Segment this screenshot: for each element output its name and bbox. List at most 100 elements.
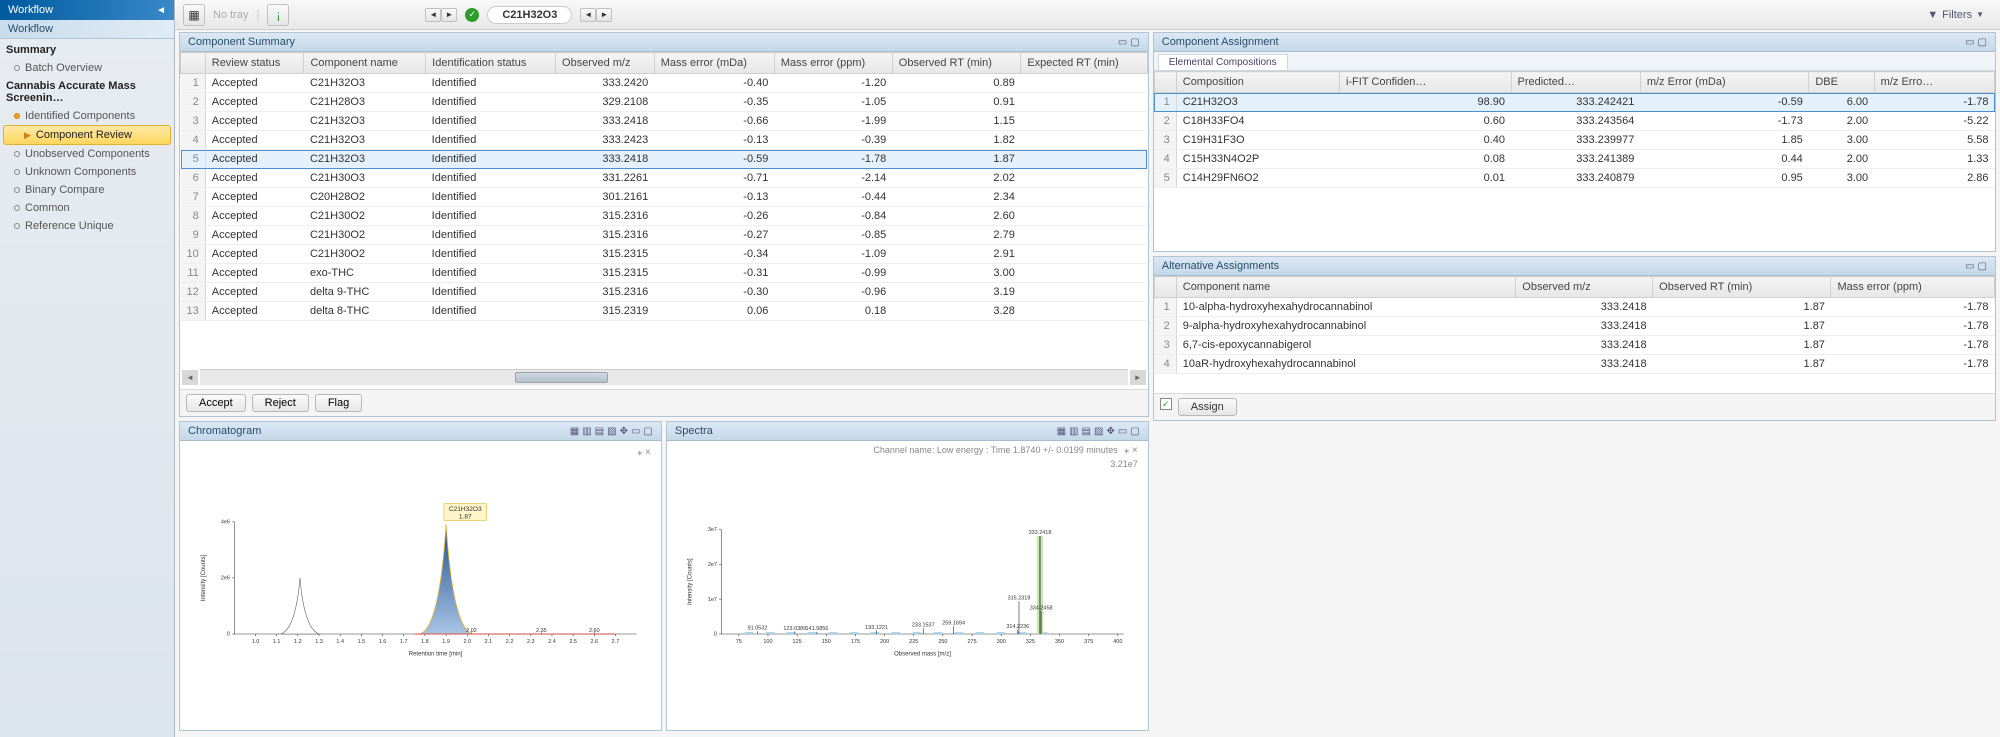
- chromatogram-chart[interactable]: ⁎ × 02e64e61.01.11.21.31.41.51.61.71.81.…: [180, 441, 661, 730]
- table-row[interactable]: 11Acceptedexo-THCIdentified315.2315-0.31…: [181, 264, 1148, 283]
- assign-button[interactable]: Assign: [1178, 398, 1237, 416]
- sidebar-item[interactable]: ▶Component Review: [3, 125, 171, 145]
- maximize-icon[interactable]: ▢: [1130, 426, 1139, 437]
- table-row[interactable]: 10AcceptedC21H30O2Identified315.2315-0.3…: [181, 245, 1148, 264]
- maximize-icon[interactable]: ▢: [643, 426, 652, 437]
- column-header[interactable]: m/z Erro…: [1874, 72, 1994, 93]
- layers-icon[interactable]: ▨: [1094, 426, 1103, 437]
- minimize-icon[interactable]: ▭: [1118, 426, 1127, 437]
- table-row[interactable]: 8AcceptedC21H30O2Identified315.2316-0.26…: [181, 207, 1148, 226]
- sidebar-item[interactable]: Unobserved Components: [0, 145, 174, 163]
- column-header[interactable]: Mass error (ppm): [1831, 277, 1995, 298]
- table-row[interactable]: 12Accepteddelta 9-THCIdentified315.2316-…: [181, 283, 1148, 302]
- maximize-icon[interactable]: ▢: [1978, 37, 1987, 48]
- next-button[interactable]: ►: [441, 8, 457, 22]
- minimize-icon[interactable]: ▭: [1965, 37, 1974, 48]
- table-row[interactable]: 36,7-cis-epoxycannabigerol333.24181.87-1…: [1154, 336, 1994, 355]
- sidebar-item[interactable]: Reference Unique: [0, 217, 174, 235]
- bar-icon[interactable]: ▤: [595, 426, 604, 437]
- sidebar-item[interactable]: Unknown Components: [0, 163, 174, 181]
- maximize-icon[interactable]: ▢: [1130, 37, 1139, 48]
- accept-button[interactable]: Accept: [186, 394, 246, 412]
- minimize-icon[interactable]: ▭: [631, 426, 640, 437]
- column-header[interactable]: Mass error (mDa): [654, 53, 774, 74]
- info-icon[interactable]: ¡: [267, 4, 289, 26]
- status-pill[interactable]: C21H32O3: [487, 6, 572, 24]
- column-header[interactable]: m/z Error (mDa): [1640, 72, 1808, 93]
- table-row[interactable]: 1AcceptedC21H32O3Identified333.2420-0.40…: [181, 74, 1148, 93]
- column-header[interactable]: i-FIT Confiden…: [1339, 72, 1511, 93]
- table-row[interactable]: 110-alpha-hydroxyhexahydrocannabinol333.…: [1154, 298, 1994, 317]
- spectra-chart[interactable]: Channel name: Low energy : Time 1.8740 +…: [667, 441, 1148, 730]
- drag-icon[interactable]: ✥: [1106, 426, 1114, 437]
- scroll-left-icon[interactable]: ◄: [182, 370, 198, 385]
- column-header[interactable]: Observed m/z: [1516, 277, 1653, 298]
- reject-button[interactable]: Reject: [252, 394, 309, 412]
- table-row[interactable]: 2C18H33FO40.60333.243564-1.732.00-5.22: [1154, 112, 1994, 131]
- sidebar-item[interactable]: Common: [0, 199, 174, 217]
- maximize-icon[interactable]: ▢: [1978, 261, 1987, 272]
- prev-button[interactable]: ◄: [425, 8, 441, 22]
- column-header[interactable]: [181, 53, 206, 74]
- pin-icon[interactable]: ⁎ ×: [1124, 445, 1138, 456]
- collapse-icon[interactable]: ◄: [156, 5, 166, 16]
- tray-icon[interactable]: ▦: [183, 4, 205, 26]
- table-row[interactable]: 2AcceptedC21H28O3Identified329.2108-0.35…: [181, 93, 1148, 112]
- table-row[interactable]: 13Accepteddelta 8-THCIdentified315.23190…: [181, 302, 1148, 321]
- minimize-icon[interactable]: ▭: [1118, 37, 1127, 48]
- scroll-thumb[interactable]: [515, 372, 608, 383]
- sidebar-header[interactable]: Workflow ◄: [0, 0, 174, 20]
- table-row[interactable]: 5AcceptedC21H32O3Identified333.2418-0.59…: [181, 150, 1148, 169]
- column-header[interactable]: Predicted…: [1511, 72, 1640, 93]
- filters-button[interactable]: ▼ Filters ▼: [1919, 7, 1992, 23]
- assign-checkbox[interactable]: ✓: [1160, 398, 1172, 410]
- column-header[interactable]: Review status: [205, 53, 304, 74]
- minimize-icon[interactable]: ▭: [1965, 261, 1974, 272]
- assignment-table-wrap[interactable]: Compositioni-FIT Confiden…Predicted…m/z …: [1154, 71, 1995, 251]
- column-header[interactable]: Component name: [304, 53, 426, 74]
- chart-icon[interactable]: ▥: [582, 426, 591, 437]
- table-row[interactable]: 410aR-hydroxyhexahydrocannabinol333.2418…: [1154, 355, 1994, 374]
- column-header[interactable]: Mass error (ppm): [774, 53, 892, 74]
- sidebar-item[interactable]: Binary Compare: [0, 181, 174, 199]
- export-icon[interactable]: ▦: [570, 426, 579, 437]
- alt-table-wrap[interactable]: Component nameObserved m/zObserved RT (m…: [1154, 276, 1995, 393]
- chart-icon[interactable]: ▥: [1069, 426, 1078, 437]
- bar-icon[interactable]: ▤: [1082, 426, 1091, 437]
- column-header[interactable]: [1154, 72, 1176, 93]
- column-header[interactable]: Component name: [1176, 277, 1516, 298]
- flag-button[interactable]: Flag: [315, 394, 362, 412]
- sidebar-item[interactable]: Summary: [0, 41, 174, 59]
- pin-icon[interactable]: ⁎ ×: [637, 447, 651, 458]
- table-row[interactable]: 3AcceptedC21H32O3Identified333.2418-0.66…: [181, 112, 1148, 131]
- column-header[interactable]: Observed RT (min): [892, 53, 1021, 74]
- table-row[interactable]: 6AcceptedC21H30O3Identified331.2261-0.71…: [181, 169, 1148, 188]
- next-button-2[interactable]: ►: [596, 8, 612, 22]
- table-row[interactable]: 9AcceptedC21H30O2Identified315.2316-0.27…: [181, 226, 1148, 245]
- column-header[interactable]: Composition: [1176, 72, 1339, 93]
- table-row[interactable]: 1C21H32O398.90333.242421-0.596.00-1.78: [1154, 93, 1994, 112]
- table-row[interactable]: 3C19H31F3O0.40333.2399771.853.005.58: [1154, 131, 1994, 150]
- tab-elemental[interactable]: Elemental Compositions: [1158, 54, 1288, 70]
- prev-button-2[interactable]: ◄: [580, 8, 596, 22]
- layers-icon[interactable]: ▨: [607, 426, 616, 437]
- drag-icon[interactable]: ✥: [620, 426, 628, 437]
- column-header[interactable]: Observed RT (min): [1653, 277, 1831, 298]
- table-row[interactable]: 7AcceptedC20H28O2Identified301.2161-0.13…: [181, 188, 1148, 207]
- table-row[interactable]: 5C14H29FN6O20.01333.2408790.953.002.86: [1154, 169, 1994, 188]
- hscroll[interactable]: ◄ ►: [200, 369, 1128, 385]
- sidebar-item[interactable]: Identified Components: [0, 107, 174, 125]
- column-header[interactable]: Identification status: [426, 53, 556, 74]
- table-row[interactable]: 4AcceptedC21H32O3Identified333.2423-0.13…: [181, 131, 1148, 150]
- table-row[interactable]: 4C15H33N4O2P0.08333.2413890.442.001.33: [1154, 150, 1994, 169]
- column-header[interactable]: Expected RT (min): [1021, 53, 1147, 74]
- sidebar-item[interactable]: Cannabis Accurate Mass Screenin…: [0, 77, 174, 107]
- table-row[interactable]: 29-alpha-hydroxyhexahydrocannabinol333.2…: [1154, 317, 1994, 336]
- column-header[interactable]: DBE: [1809, 72, 1874, 93]
- export-icon[interactable]: ▦: [1057, 426, 1066, 437]
- column-header[interactable]: Observed m/z: [556, 53, 655, 74]
- scroll-right-icon[interactable]: ►: [1130, 370, 1146, 385]
- column-header[interactable]: [1154, 277, 1176, 298]
- summary-table-wrap[interactable]: Review statusComponent nameIdentificatio…: [180, 52, 1148, 369]
- sidebar-item[interactable]: Batch Overview: [0, 59, 174, 77]
